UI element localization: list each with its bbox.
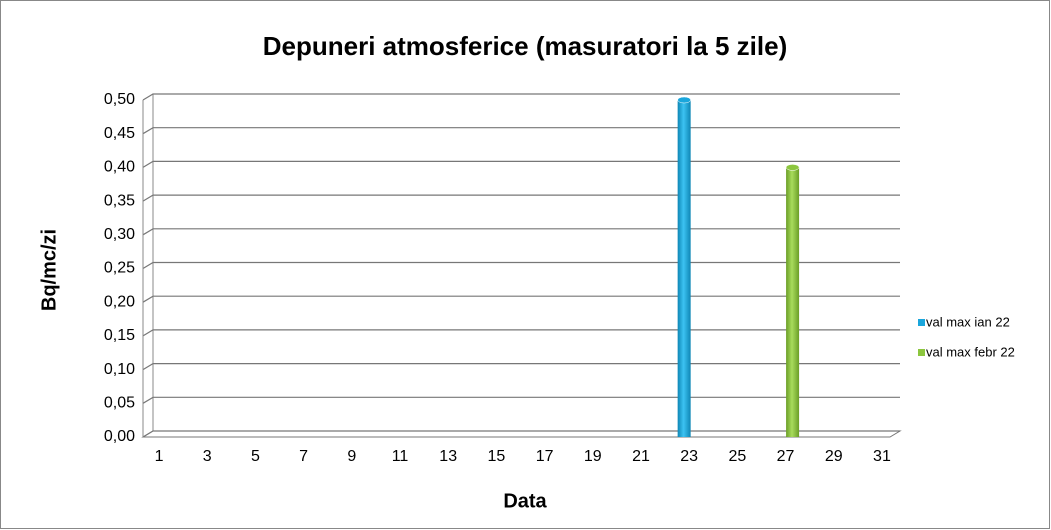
y-tick-label: 0,20: [104, 293, 135, 310]
y-tick-label: 0,25: [104, 260, 135, 277]
x-tick-label: 11: [392, 448, 409, 465]
legend-label: val max ian 22: [926, 314, 1010, 329]
x-tick-label: 5: [251, 448, 260, 465]
x-tick-label: 29: [825, 448, 843, 465]
y-tick-label: 0,05: [104, 395, 135, 412]
x-tick-label: 9: [347, 448, 356, 465]
x-tick-label: 25: [728, 448, 746, 465]
legend-label: val max febr 22: [926, 344, 1015, 359]
y-axis-label: Bq/mc/zi: [38, 229, 60, 311]
y-tick-label: 0,30: [104, 226, 135, 243]
y-tick-label: 0,10: [104, 361, 135, 378]
x-tick-label: 7: [299, 448, 308, 465]
grid-line: [142, 363, 900, 371]
x-tick-label: 21: [632, 448, 650, 465]
x-tick-label: 13: [439, 448, 457, 465]
grid-line: [142, 194, 900, 202]
x-tick-label: 23: [680, 448, 698, 465]
x-tick-label: 31: [873, 448, 891, 465]
x-tick-label: 19: [584, 448, 602, 465]
bar: [677, 100, 691, 437]
floor: [141, 430, 902, 438]
x-tick-label: 1: [155, 448, 164, 465]
x-tick-label: 17: [536, 448, 554, 465]
grid-line: [142, 228, 900, 236]
grid-line: [142, 261, 900, 270]
y-tick-label: 0,40: [104, 159, 135, 176]
x-tick-label: 15: [488, 448, 506, 465]
bar-top: [785, 164, 800, 171]
y-tick-label: 0,15: [104, 327, 135, 344]
legend-swatch: [918, 319, 925, 326]
grid-line: [142, 93, 900, 101]
grid-line: [142, 396, 900, 404]
y-tick-label: 0,00: [104, 428, 135, 445]
grid-line: [142, 295, 900, 303]
grid-line: [142, 127, 900, 135]
y-tick-label: 0,45: [104, 125, 135, 142]
x-tick-label: 3: [203, 448, 212, 465]
bar-top: [677, 96, 691, 104]
legend-swatch: [918, 349, 925, 356]
bar: [786, 167, 800, 437]
x-tick-label: 27: [777, 448, 795, 465]
x-axis-label: Data: [503, 490, 547, 512]
grid-line: [142, 329, 900, 337]
y-tick-label: 0,50: [104, 91, 135, 108]
grid-line: [142, 160, 900, 168]
y-tick-label: 0,35: [104, 192, 135, 209]
chart-title: Depuneri atmosferice (masuratori la 5 zi…: [263, 31, 788, 61]
